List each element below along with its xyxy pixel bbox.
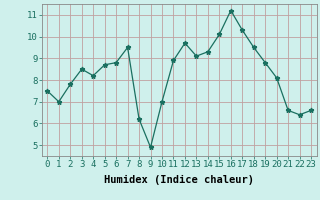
X-axis label: Humidex (Indice chaleur): Humidex (Indice chaleur): [104, 175, 254, 185]
